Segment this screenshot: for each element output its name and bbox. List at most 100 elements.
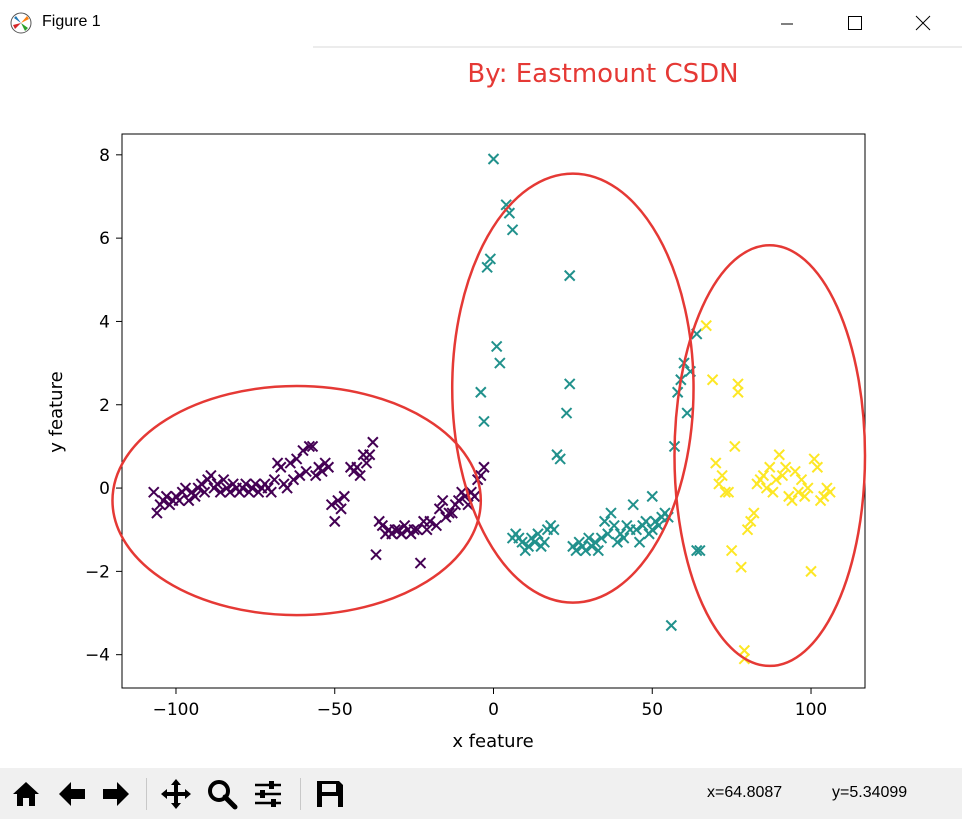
y-tick-label: 8 — [99, 146, 110, 166]
data-point-cluster-0 — [198, 486, 211, 498]
data-point-cluster-0 — [303, 440, 316, 453]
x-tick-label: −50 — [317, 700, 353, 720]
data-point-cluster-2 — [725, 544, 738, 557]
data-point-cluster-0 — [370, 548, 382, 561]
data-point-cluster-2 — [818, 490, 830, 503]
data-points — [148, 153, 836, 665]
x-axis-label: x feature — [452, 731, 533, 752]
back-arrow-icon — [59, 782, 85, 806]
data-point-cluster-0 — [217, 474, 230, 486]
y-tick-label: −4 — [85, 646, 110, 666]
data-point-cluster-1 — [633, 536, 646, 548]
scatter-chart: By: Eastmount CSDN −100 −50 0 50 100 −4 −2 0 2 4… — [46, 46, 962, 752]
y-tick-label: 6 — [99, 229, 110, 249]
data-point-cluster-1 — [487, 153, 500, 165]
data-point-cluster-2 — [798, 490, 811, 503]
zoom-button[interactable] — [202, 774, 242, 814]
data-point-cluster-0 — [335, 503, 347, 515]
data-point-cluster-1 — [630, 524, 643, 536]
data-point-cluster-2 — [757, 469, 770, 482]
data-point-cluster-0 — [309, 469, 322, 482]
data-point-cluster-2 — [741, 524, 754, 536]
data-point-cluster-0 — [411, 524, 424, 536]
data-point-cluster-1 — [570, 544, 582, 557]
data-point-cluster-1 — [579, 544, 592, 557]
x-tick-label: 100 — [795, 700, 827, 720]
data-point-cluster-2 — [735, 561, 747, 573]
app-icon — [10, 12, 32, 34]
data-point-cluster-0 — [265, 486, 277, 498]
data-point-cluster-1 — [481, 261, 493, 274]
data-point-cluster-2 — [744, 515, 757, 528]
data-point-cluster-0 — [478, 461, 490, 473]
data-point-cluster-0 — [182, 494, 195, 507]
data-point-cluster-0 — [306, 440, 319, 453]
save-button[interactable] — [310, 774, 350, 814]
data-point-cluster-1 — [516, 536, 528, 548]
data-point-cluster-1 — [652, 519, 665, 532]
data-point-cluster-2 — [802, 482, 814, 494]
configure-subplots-button[interactable] — [248, 774, 288, 814]
data-point-cluster-0 — [284, 457, 296, 469]
data-point-cluster-0 — [268, 474, 281, 486]
zoom-icon — [208, 780, 238, 810]
data-point-cluster-1 — [589, 536, 601, 548]
y-tick-label: −2 — [85, 562, 110, 582]
data-point-cluster-2 — [786, 494, 798, 507]
data-point-cluster-2 — [760, 482, 773, 494]
figure-canvas[interactable]: By: Eastmount CSDN −100 −50 0 50 100 −4 −2 0 2 4… — [0, 46, 962, 768]
data-point-cluster-0 — [430, 519, 443, 532]
data-point-cluster-0 — [160, 490, 173, 503]
data-point-cluster-0 — [338, 490, 350, 503]
data-point-cluster-1 — [494, 357, 506, 369]
data-point-cluster-1 — [500, 199, 512, 211]
data-point-cluster-2 — [722, 486, 735, 498]
data-point-cluster-1 — [560, 407, 573, 419]
data-point-cluster-1 — [602, 528, 614, 540]
annotation-ellipses — [111, 172, 867, 668]
minimize-button[interactable] — [764, 0, 810, 46]
data-point-cluster-0 — [408, 524, 420, 536]
data-point-cluster-0 — [195, 478, 208, 490]
data-point-cluster-2 — [805, 565, 817, 578]
x-tick-label: 50 — [641, 700, 663, 720]
data-point-cluster-1 — [646, 490, 658, 503]
data-point-cluster-1 — [608, 519, 620, 532]
maximize-icon — [848, 16, 862, 30]
home-icon — [13, 782, 39, 806]
data-point-cluster-0 — [211, 478, 223, 490]
data-point-cluster-1 — [484, 253, 497, 265]
data-point-cluster-0 — [325, 499, 338, 511]
data-point-cluster-0 — [433, 503, 446, 515]
data-point-cluster-2 — [789, 465, 801, 478]
data-point-cluster-2 — [719, 486, 731, 498]
data-point-cluster-0 — [424, 515, 436, 528]
data-point-cluster-1 — [554, 453, 566, 465]
data-point-cluster-0 — [281, 482, 293, 494]
data-point-cluster-0 — [421, 524, 433, 536]
maximize-button[interactable] — [832, 0, 878, 46]
data-point-cluster-0 — [414, 557, 427, 569]
data-point-cluster-2 — [729, 440, 741, 453]
data-point-cluster-0 — [224, 486, 236, 498]
data-point-cluster-0 — [329, 515, 341, 528]
data-point-cluster-0 — [148, 486, 160, 498]
forward-button[interactable] — [96, 774, 136, 814]
data-point-cluster-0 — [436, 494, 449, 507]
data-point-cluster-1 — [646, 524, 658, 536]
home-button[interactable] — [6, 774, 46, 814]
data-point-cluster-0 — [389, 524, 401, 536]
data-point-cluster-2 — [776, 469, 789, 482]
back-button[interactable] — [52, 774, 92, 814]
data-point-cluster-0 — [363, 449, 376, 461]
data-point-cluster-1 — [617, 532, 630, 544]
x-tick-label: 0 — [488, 700, 499, 720]
x-tick-label: −100 — [153, 700, 200, 720]
data-point-cluster-0 — [360, 457, 373, 469]
pan-button[interactable] — [156, 774, 196, 814]
data-point-cluster-0 — [205, 469, 217, 482]
save-icon — [317, 781, 343, 807]
data-point-cluster-0 — [189, 490, 201, 503]
data-point-cluster-1 — [681, 407, 693, 419]
close-button[interactable] — [900, 0, 946, 46]
